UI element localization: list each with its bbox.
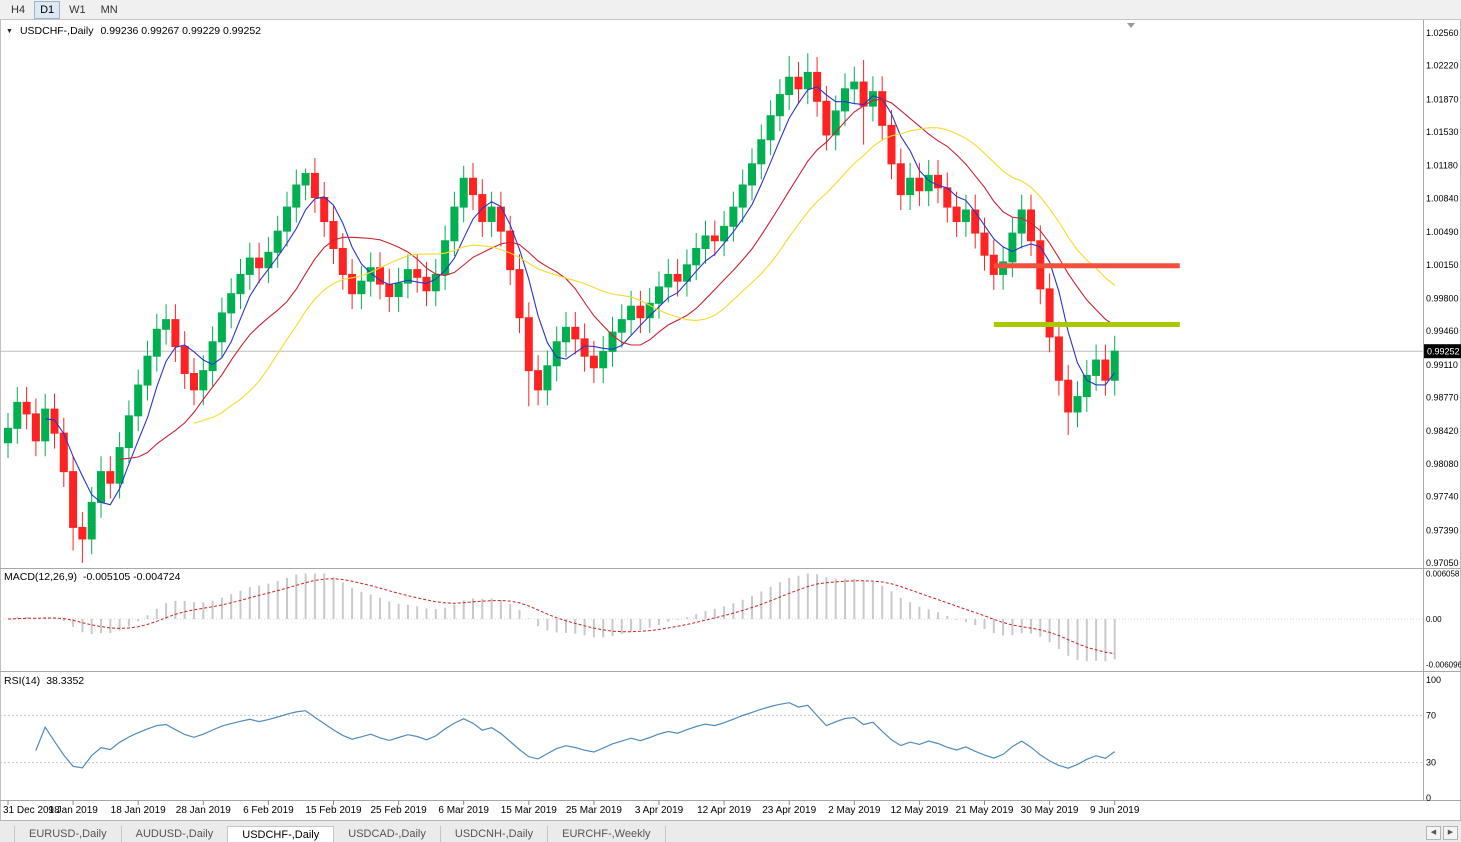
timeframe-toolbar: H4 D1 W1 MN <box>0 0 1461 20</box>
macd-signal-line <box>7 578 1115 655</box>
chart-tab-usdchf-daily[interactable]: USDCHF-,Daily <box>228 826 335 842</box>
svg-text:1.01180: 1.01180 <box>1426 161 1458 171</box>
rsi-indicator-name: RSI(14) <box>4 675 41 687</box>
timeframe-button-w1[interactable]: W1 <box>69 3 86 16</box>
pane-separators <box>0 20 1461 801</box>
tabs-scroll-left-button[interactable]: ◀ <box>1426 826 1441 840</box>
ma-21-line <box>193 127 1116 424</box>
tab-scroll-controls: ◀ ▶ <box>1420 826 1461 842</box>
macd-pane <box>0 573 1423 662</box>
tabs-scroll-right-button[interactable]: ▶ <box>1443 826 1458 840</box>
svg-text:1.02220: 1.02220 <box>1426 61 1459 71</box>
svg-text:9 Jan 2019: 9 Jan 2019 <box>48 805 98 816</box>
rsi-axis: 100 70 30 0 <box>1426 675 1441 803</box>
price-chart-canvas[interactable]: 1.02560 1.02220 1.01870 1.01530 1.01180 1.008… <box>0 0 1461 820</box>
svg-text:0.99800: 0.99800 <box>1426 293 1459 303</box>
svg-text:23 Apr 2019: 23 Apr 2019 <box>762 805 816 816</box>
chart-tab-bar: EURUSD-,Daily AUDUSD-,Daily USDCHF-,Daily U… <box>0 820 1461 842</box>
svg-text:1.01530: 1.01530 <box>1426 127 1459 137</box>
chart-tab-audusd-daily[interactable]: AUDUSD-,Daily <box>122 826 229 842</box>
chart-tab-eurusd-daily[interactable]: EURUSD-,Daily <box>14 826 122 842</box>
svg-text:25 Mar 2019: 25 Mar 2019 <box>566 805 623 816</box>
macd-indicator-values: -0.005105 -0.004724 <box>82 571 181 583</box>
rsi-line <box>35 702 1116 769</box>
chart-title: ▼ USDCHF-,Daily 0.99236 0.99267 0.99229 … <box>6 25 261 37</box>
timeframe-button-d1[interactable]: D1 <box>34 0 61 19</box>
svg-text:0: 0 <box>1426 793 1431 803</box>
timeframe-button-h4[interactable]: H4 <box>11 3 26 16</box>
svg-text:0.97740: 0.97740 <box>1426 492 1459 502</box>
svg-text:0.98770: 0.98770 <box>1426 393 1459 403</box>
ma-5-line <box>45 86 1116 506</box>
svg-text:25 Feb 2019: 25 Feb 2019 <box>371 805 428 816</box>
svg-text:0.006058: 0.006058 <box>1426 570 1460 579</box>
chart-tabs: EURUSD-,Daily AUDUSD-,Daily USDCHF-,Daily U… <box>14 826 1420 842</box>
svg-text:12 May 2019: 12 May 2019 <box>890 805 948 816</box>
svg-text:1.01870: 1.01870 <box>1426 94 1459 104</box>
svg-text:-0.006096: -0.006096 <box>1426 660 1461 669</box>
svg-text:21 May 2019: 21 May 2019 <box>956 805 1014 816</box>
svg-text:6 Mar 2019: 6 Mar 2019 <box>438 805 489 816</box>
svg-text:15 Feb 2019: 15 Feb 2019 <box>305 805 362 816</box>
svg-text:1.00840: 1.00840 <box>1426 193 1459 203</box>
rsi-pane-label: RSI(14) 38.3352 <box>4 675 84 687</box>
svg-text:0.98080: 0.98080 <box>1426 459 1459 469</box>
svg-text:28 Jan 2019: 28 Jan 2019 <box>176 805 231 816</box>
svg-text:31 Dec 2018: 31 Dec 2018 <box>3 805 60 816</box>
chart-ohlc-values: 0.99236 0.99267 0.99229 0.99252 <box>100 25 262 37</box>
svg-text:9 Jun 2019: 9 Jun 2019 <box>1090 805 1140 816</box>
svg-text:70: 70 <box>1426 710 1436 720</box>
rsi-indicator-value: 38.3352 <box>46 675 85 687</box>
svg-text:1.02560: 1.02560 <box>1426 28 1459 38</box>
svg-text:1.00150: 1.00150 <box>1426 260 1459 270</box>
svg-text:12 Apr 2019: 12 Apr 2019 <box>697 805 751 816</box>
timeframe-button-mn[interactable]: MN <box>100 3 118 16</box>
svg-text:0.00: 0.00 <box>1426 615 1442 624</box>
svg-text:15 Mar 2019: 15 Mar 2019 <box>501 805 558 816</box>
svg-text:30 May 2019: 30 May 2019 <box>1021 805 1079 816</box>
svg-text:3 Apr 2019: 3 Apr 2019 <box>635 805 684 816</box>
current-price-label: 0.99252 <box>1424 344 1461 359</box>
svg-text:0.99460: 0.99460 <box>1426 326 1459 336</box>
svg-text:1.00490: 1.00490 <box>1426 227 1459 237</box>
chart-tab-usdcad-daily[interactable]: USDCAD-,Daily <box>334 826 441 842</box>
svg-text:2 May 2019: 2 May 2019 <box>828 805 881 816</box>
svg-text:100: 100 <box>1426 675 1441 685</box>
svg-text:0.97390: 0.97390 <box>1426 525 1459 535</box>
ma-13-line <box>119 98 1115 460</box>
svg-text:0.97050: 0.97050 <box>1426 558 1459 568</box>
svg-text:30: 30 <box>1426 758 1436 768</box>
svg-text:0.99110: 0.99110 <box>1426 360 1458 370</box>
macd-indicator-name: MACD(12,26,9) <box>4 571 77 583</box>
chart-shift-marker-icon[interactable] <box>1127 23 1135 28</box>
chart-tab-eurchf-weekly[interactable]: EURCHF-,Weekly <box>548 826 666 842</box>
svg-text:0.98420: 0.98420 <box>1426 426 1459 436</box>
collapse-arrow-icon[interactable]: ▼ <box>6 27 13 35</box>
chart-symbol-period: USDCHF-,Daily <box>19 25 94 37</box>
rsi-pane <box>0 702 1423 769</box>
svg-text:18 Jan 2019: 18 Jan 2019 <box>111 805 166 816</box>
macd-axis: 0.006058 0.00 -0.006096 <box>1426 570 1461 670</box>
svg-text:6 Feb 2019: 6 Feb 2019 <box>243 805 294 816</box>
price-axis: 1.02560 1.02220 1.01870 1.01530 1.01180 1.008… <box>1426 28 1459 568</box>
macd-pane-label: MACD(12,26,9) -0.005105 -0.004724 <box>4 571 180 583</box>
svg-text:0.99252: 0.99252 <box>1427 347 1460 357</box>
candles-layer <box>4 53 1119 563</box>
chart-tab-usdcnh-daily[interactable]: USDCNH-,Daily <box>441 826 549 842</box>
